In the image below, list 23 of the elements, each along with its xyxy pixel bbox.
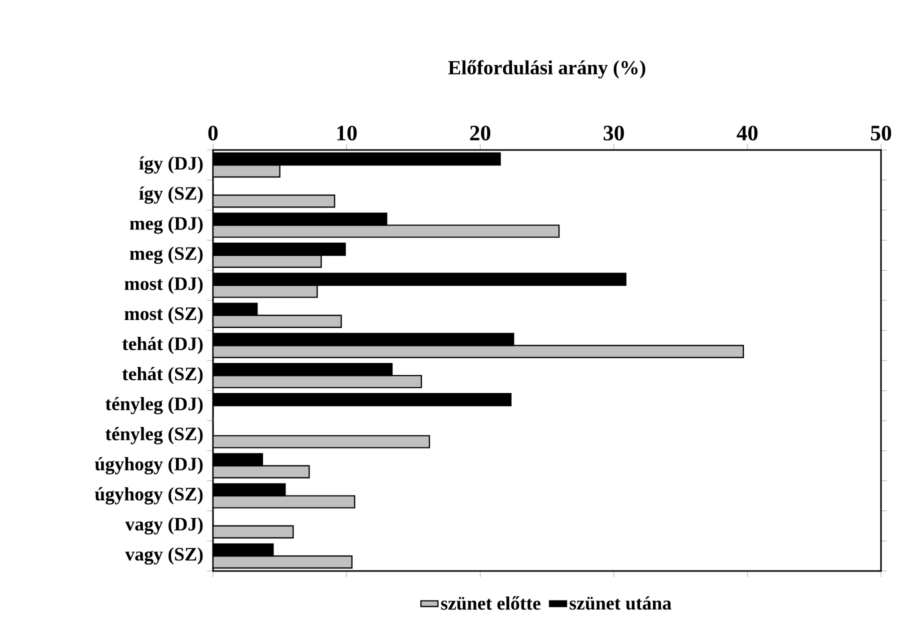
y-tick-label: meg (SZ) — [130, 246, 203, 264]
legend-label: szünet előtte — [441, 596, 540, 610]
y-tick-label: így (DJ) — [139, 156, 203, 174]
y-tick-label: tényleg (SZ) — [105, 427, 203, 444]
y-tick-label: úgyhogy (DJ) — [94, 457, 203, 474]
y-tick-label: úgyhogy (SZ) — [94, 487, 203, 504]
y-tick-label: vagy (DJ) — [125, 517, 203, 535]
x-tick-label: 50 — [870, 126, 892, 140]
y-tick-label: tehát (SZ) — [122, 366, 203, 384]
x-tick-label: 20 — [470, 126, 490, 140]
y-tick-label: így (SZ) — [139, 186, 203, 204]
legend-label: szünet utána — [570, 596, 672, 610]
y-tick-label: meg (DJ) — [130, 216, 203, 234]
y-tick-label: tehát (DJ) — [122, 336, 203, 354]
y-tick-label: most (SZ) — [124, 306, 203, 324]
chart-title: Előfordulási arány (%) — [448, 60, 646, 78]
y-tick-label: most (DJ) — [124, 276, 203, 294]
y-tick-label: vagy (SZ) — [125, 547, 203, 565]
x-tick-label: 0 — [208, 126, 218, 140]
x-tick-label: 10 — [337, 126, 357, 140]
y-tick-label: tényleg (DJ) — [105, 396, 203, 414]
x-tick-label: 30 — [604, 126, 624, 140]
x-tick-label: 40 — [736, 126, 758, 140]
